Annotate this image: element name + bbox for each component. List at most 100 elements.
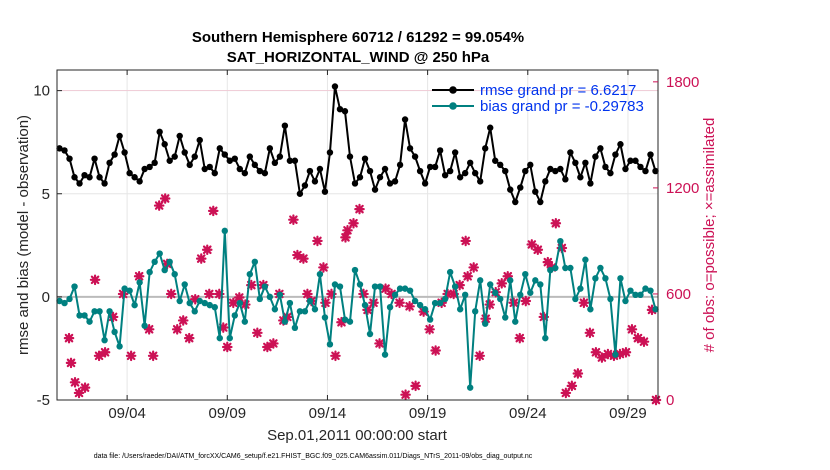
bias-point [271,306,279,313]
rmse-point [266,145,274,152]
rmse-point [391,178,399,185]
chart-subtitle: SAT_HORIZONTAL_WIND @ 250 hPa [227,49,490,66]
obs-marker-glyph [125,350,137,362]
obs-marker-glyph [189,293,201,305]
rmse-point [532,188,539,195]
bias-point [622,297,629,305]
bias-point [106,308,113,315]
y-axis-right-ticks: 0 600 1200 1800 [653,74,699,409]
obs-marker-glyph [195,253,207,264]
obs-marker [99,346,111,358]
rmse-point [286,157,294,164]
rmse-point [161,141,168,148]
obs-marker [584,327,596,339]
obs-marker [460,235,471,247]
rmse-point [106,159,113,167]
obs-marker-glyph [462,270,473,282]
bias-point [497,295,504,303]
bias-point [141,322,148,329]
obs-marker-glyph [532,244,544,256]
obs-marker [578,297,590,309]
bias-point [411,297,419,305]
bias-point [482,320,489,327]
bias-point [296,308,304,315]
obs-marker [189,293,201,305]
rmse-point [537,198,544,206]
obs-marker-glyph [354,203,365,215]
obs-marker-glyph [342,225,353,236]
obs-marker-glyph [380,283,391,294]
rmse-point [341,108,349,115]
obs-marker [454,279,465,291]
bias-point [637,291,644,299]
rmse-point [206,163,213,171]
obs-marker-glyph [183,332,195,344]
legend-rmse-marker [449,86,457,94]
bias-point [71,283,78,290]
obs-marker [400,389,411,400]
rmse-point [617,141,624,148]
bias-point [301,308,309,315]
bias-point [281,318,289,325]
obs-marker-glyph [63,332,75,344]
bias-point [436,299,444,307]
x-tick-label: 09/09 [209,405,247,422]
obs-marker [442,288,453,300]
obs-marker [195,253,207,264]
rmse-point [587,180,594,187]
obs-marker [348,217,359,229]
obs-marker [227,297,239,309]
obs-marker [596,352,608,363]
obs-marker [394,297,405,309]
obs-marker-glyph [542,256,554,268]
x-tick-label: 09/19 [409,405,447,422]
obs-marker-glyph [596,352,608,363]
rmse-point [251,161,259,169]
obs-marker-glyph [400,389,411,400]
bias-point [396,285,404,292]
rmse-point [512,198,519,206]
rmse-point [96,174,103,181]
bias-point [471,308,479,315]
bias-point [446,268,454,276]
obs-marker-glyph [201,244,213,256]
obs-marker [430,345,441,356]
obs-marker [292,249,303,261]
rmse-point [477,178,484,185]
obs-marker [73,387,85,399]
rmse-point [627,157,634,164]
rmse-point [406,145,414,152]
obs-marker-glyph [262,341,273,353]
obs-marker [474,350,486,362]
bias-point [191,308,198,315]
rmse-point [461,169,469,177]
obs-marker [159,193,171,204]
obs-marker-glyph [320,297,331,309]
rmse-series [56,83,659,206]
obs-marker-glyph [133,270,145,282]
bias-series [56,227,659,391]
obs-marker [380,283,391,294]
bias-point [171,270,178,278]
bias-point [587,306,594,313]
obs-marker-glyph [496,278,508,289]
bias-point [532,277,539,284]
obs-marker [354,203,365,215]
rmse-point [166,157,173,164]
rmse-point [622,165,629,173]
rmse-point [291,157,299,164]
obs-marker [183,332,195,344]
obs-marker-glyph [484,299,496,310]
bias-point [431,299,439,307]
y-right-tick-label: 1800 [666,74,699,91]
bias-point [81,312,88,319]
bias-point [56,297,63,305]
bias-point [642,285,649,292]
rmse-point [602,163,609,171]
bias-point [196,297,203,305]
rmse-point [507,186,514,193]
obs-marker [410,380,421,392]
rmse-point [86,174,93,181]
obs-marker [63,332,75,344]
rmse-point [356,174,364,181]
